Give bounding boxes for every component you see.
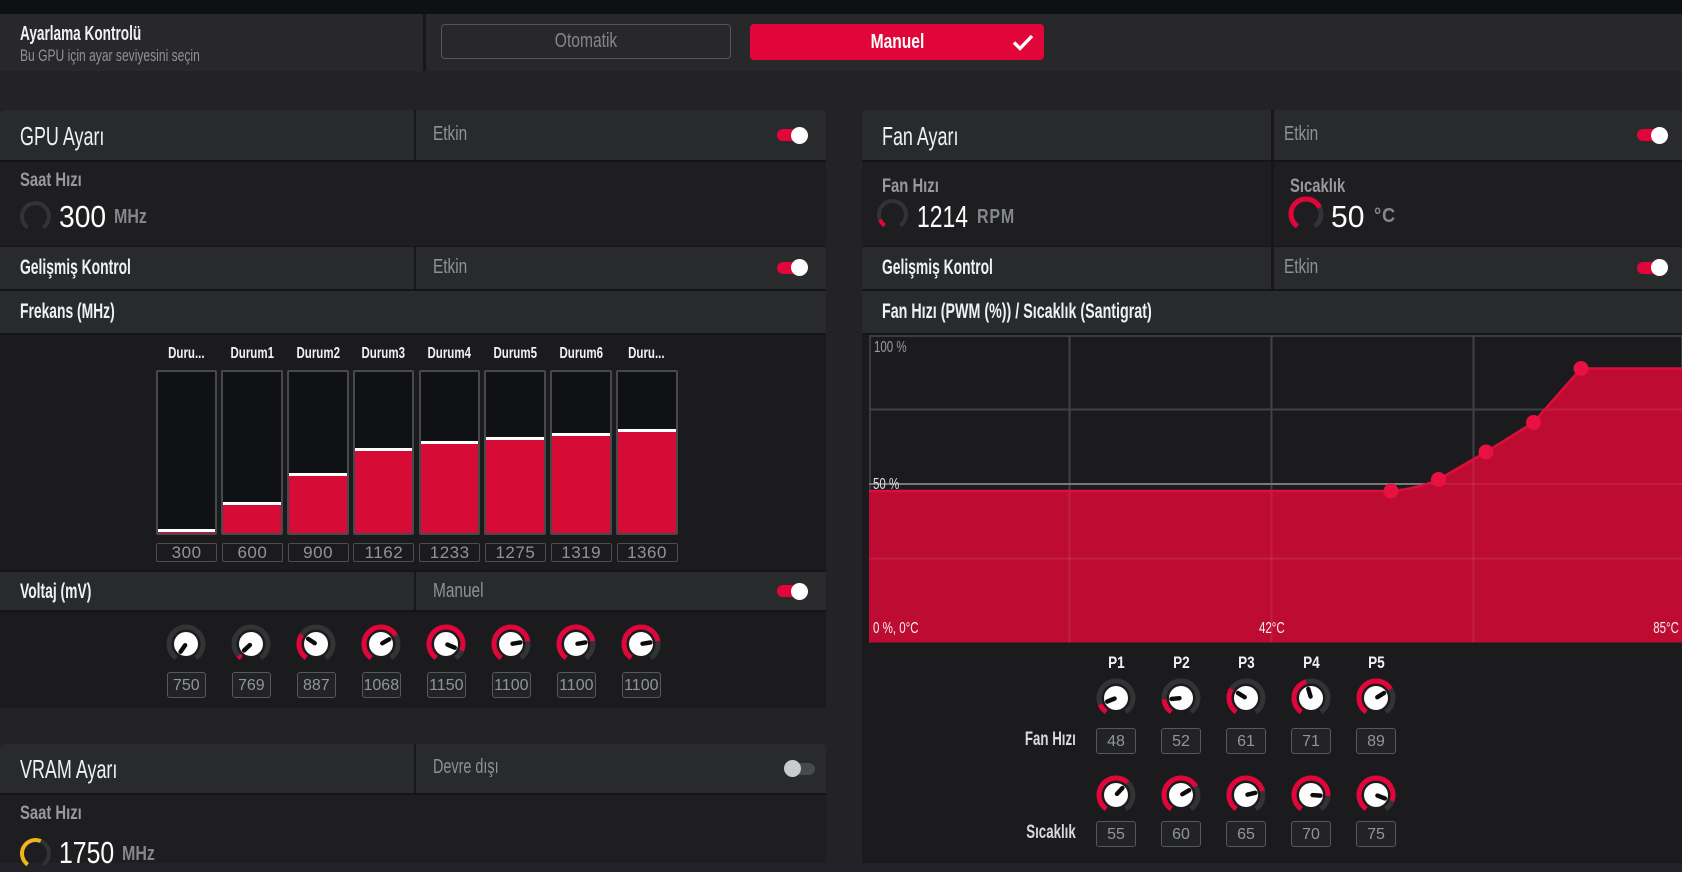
svg-text:50 %: 50 % xyxy=(873,474,899,492)
svg-text:100 %: 100 % xyxy=(874,337,907,355)
svg-text:85°C: 85°C xyxy=(1653,618,1679,636)
svg-text:42°C: 42°C xyxy=(1259,618,1285,636)
svg-text:0 %, 0°C: 0 %, 0°C xyxy=(873,618,919,636)
